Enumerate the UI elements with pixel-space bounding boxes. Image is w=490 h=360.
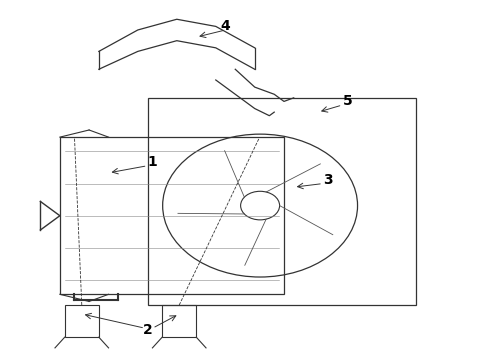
- Bar: [147, 98, 416, 305]
- Text: 3: 3: [323, 173, 333, 187]
- Text: 1: 1: [147, 155, 157, 169]
- Text: 5: 5: [343, 94, 352, 108]
- Bar: [60, 137, 284, 294]
- Text: 4: 4: [220, 19, 230, 33]
- Text: 2: 2: [143, 323, 152, 337]
